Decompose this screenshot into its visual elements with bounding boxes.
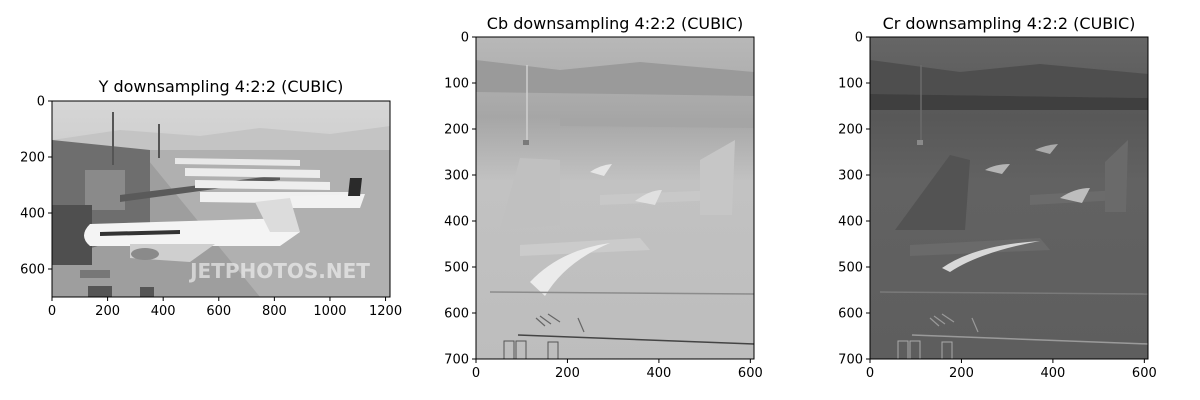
y-tick-label: 100 — [444, 77, 469, 92]
y-channel-image: JETPHOTOS.NET — [52, 101, 390, 297]
panel-title: Cb downsampling 4:2:2 (CUBIC) — [487, 14, 743, 33]
x-tick-label: 1000 — [313, 304, 346, 319]
y-axis: 0 100 200 300 400 500 600 700 — [444, 31, 476, 368]
cb-channel-panel: Cb downsampling 4:2:2 (CUBIC) 0 200 400 600 — [444, 14, 763, 381]
x-tick-label: 600 — [1132, 366, 1157, 381]
x-tick-label: 600 — [738, 366, 763, 381]
y-tick-label: 700 — [838, 353, 863, 368]
x-tick-label: 600 — [206, 304, 231, 319]
y-tick-label: 100 — [838, 77, 863, 92]
y-axis: 0 200 400 600 — [20, 95, 52, 278]
x-tick-label: 200 — [555, 366, 580, 381]
x-axis: 0 200 400 600 — [866, 359, 1157, 381]
y-tick-label: 400 — [20, 207, 45, 222]
y-tick-label: 200 — [838, 123, 863, 138]
axes-frame — [51, 100, 391, 298]
x-tick-label: 1200 — [369, 304, 402, 319]
x-tick-label: 0 — [472, 366, 480, 381]
y-tick-label: 200 — [20, 151, 45, 166]
y-tick-label: 400 — [838, 215, 863, 230]
y-tick-label: 600 — [838, 307, 863, 322]
y-axis: 0 100 200 300 400 500 600 700 — [838, 31, 870, 368]
x-tick-label: 400 — [646, 366, 671, 381]
y-tick-label: 500 — [444, 261, 469, 276]
x-tick-label: 200 — [949, 366, 974, 381]
x-tick-label: 400 — [1040, 366, 1065, 381]
y-tick-label: 400 — [444, 215, 469, 230]
y-tick-label: 300 — [444, 169, 469, 184]
y-channel-panel: Y downsampling 4:2:2 (CUBIC) — [20, 77, 402, 319]
panel-title: Y downsampling 4:2:2 (CUBIC) — [98, 77, 344, 96]
x-tick-label: 0 — [866, 366, 874, 381]
y-tick-label: 600 — [444, 307, 469, 322]
x-axis: 0 200 400 600 — [472, 359, 763, 381]
y-tick-label: 200 — [444, 123, 469, 138]
cr-channel-image — [870, 37, 1149, 360]
watermark: JETPHOTOS.NET — [188, 259, 370, 283]
y-tick-label: 0 — [855, 31, 863, 46]
cr-channel-panel: Cr downsampling 4:2:2 (CUBIC) 0 200 — [838, 14, 1157, 381]
y-tick-label: 600 — [20, 263, 45, 278]
x-tick-label: 800 — [262, 304, 287, 319]
x-tick-label: 200 — [95, 304, 120, 319]
y-tick-label: 500 — [838, 261, 863, 276]
x-axis: 0 200 400 600 800 1000 1200 — [48, 297, 402, 319]
x-tick-label: 0 — [48, 304, 56, 319]
x-tick-label: 400 — [151, 304, 176, 319]
y-tick-label: 0 — [461, 31, 469, 46]
cb-channel-image — [476, 37, 755, 360]
y-tick-label: 300 — [838, 169, 863, 184]
axes-frame — [475, 36, 755, 360]
panel-title: Cr downsampling 4:2:2 (CUBIC) — [883, 14, 1136, 33]
y-tick-label: 700 — [444, 353, 469, 368]
y-tick-label: 0 — [37, 95, 45, 110]
axes-frame — [869, 36, 1149, 360]
